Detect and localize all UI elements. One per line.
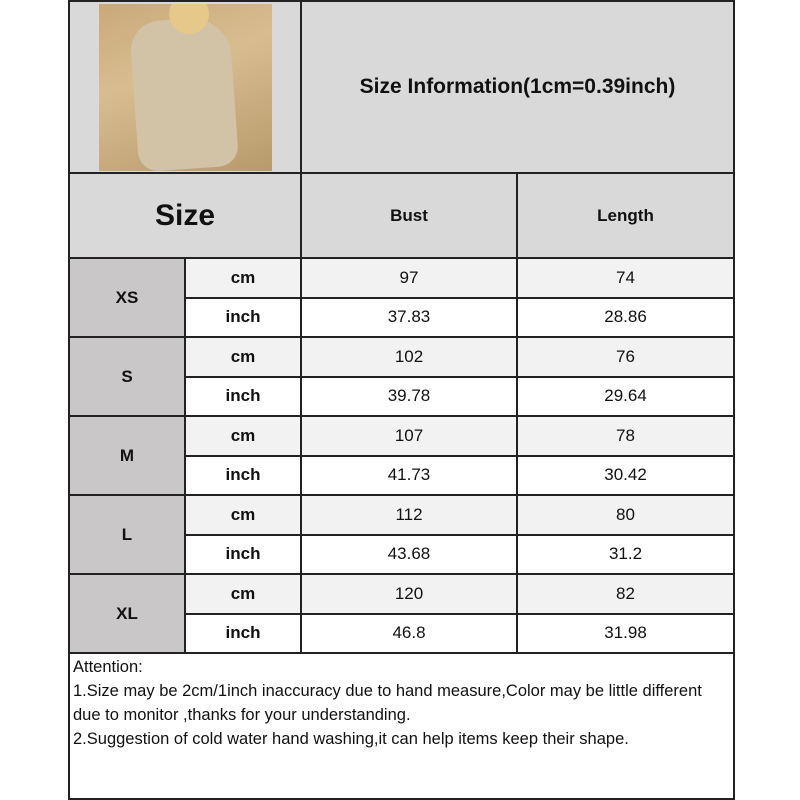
bust-value: 39.78 xyxy=(300,375,518,417)
table-row-inch: inch 43.68 31.2 xyxy=(69,533,736,575)
unit-label: cm xyxy=(184,494,302,536)
bust-value: 112 xyxy=(300,494,518,536)
unit-label: inch xyxy=(184,375,302,417)
bust-value: 41.73 xyxy=(300,454,518,496)
length-value: 30.42 xyxy=(515,454,736,496)
attention-note: Attention: 1.Size may be 2cm/1inch inacc… xyxy=(67,652,736,800)
bust-value: 43.68 xyxy=(300,533,518,575)
table-row-inch: inch 41.73 30.42 xyxy=(69,454,736,496)
product-photo-cell xyxy=(68,0,302,174)
chart-title: Size Information(1cm=0.39inch) xyxy=(299,0,736,174)
size-label: S xyxy=(68,336,186,417)
size-label: XS xyxy=(68,257,186,338)
bust-value: 37.83 xyxy=(300,296,518,338)
bust-value: 107 xyxy=(300,415,518,457)
attention-heading: Attention: xyxy=(73,658,143,676)
product-photo xyxy=(98,3,272,171)
unit-label: inch xyxy=(184,296,302,338)
length-column-header: Length xyxy=(515,172,736,259)
length-value: 29.64 xyxy=(515,375,736,417)
length-value: 76 xyxy=(515,336,736,378)
bust-column-header: Bust xyxy=(300,172,518,259)
unit-label: inch xyxy=(184,533,302,575)
unit-label: cm xyxy=(184,415,302,457)
size-chart-table: Size Information(1cm=0.39inch) Size Bust… xyxy=(67,0,736,800)
bust-value: 97 xyxy=(300,257,518,299)
length-value: 28.86 xyxy=(515,296,736,338)
length-value: 82 xyxy=(515,573,736,615)
table-row-cm: XS cm 97 74 xyxy=(68,257,736,338)
length-value: 80 xyxy=(515,494,736,536)
unit-label: inch xyxy=(184,612,302,654)
unit-label: cm xyxy=(184,257,302,299)
unit-label: inch xyxy=(184,454,302,496)
table-row-inch: inch 46.8 31.98 xyxy=(69,612,736,654)
length-value: 31.2 xyxy=(515,533,736,575)
table-row-cm: XL cm 120 82 xyxy=(68,573,736,654)
size-column-header: Size xyxy=(68,172,302,259)
length-value: 78 xyxy=(515,415,736,457)
bust-value: 102 xyxy=(300,336,518,378)
table-row-inch: inch 37.83 28.86 xyxy=(69,296,736,338)
bust-value: 120 xyxy=(300,573,518,615)
length-value: 74 xyxy=(515,257,736,299)
unit-label: cm xyxy=(184,336,302,378)
size-label: M xyxy=(68,415,186,496)
table-row-inch: inch 39.78 29.64 xyxy=(69,375,736,417)
size-label: XL xyxy=(68,573,186,654)
bust-value: 46.8 xyxy=(300,612,518,654)
attention-line-2: 2.Suggestion of cold water hand washing,… xyxy=(73,730,629,748)
attention-line-1: 1.Size may be 2cm/1inch inaccuracy due t… xyxy=(73,682,702,724)
unit-label: cm xyxy=(184,573,302,615)
size-label: L xyxy=(68,494,186,575)
length-value: 31.98 xyxy=(515,612,736,654)
